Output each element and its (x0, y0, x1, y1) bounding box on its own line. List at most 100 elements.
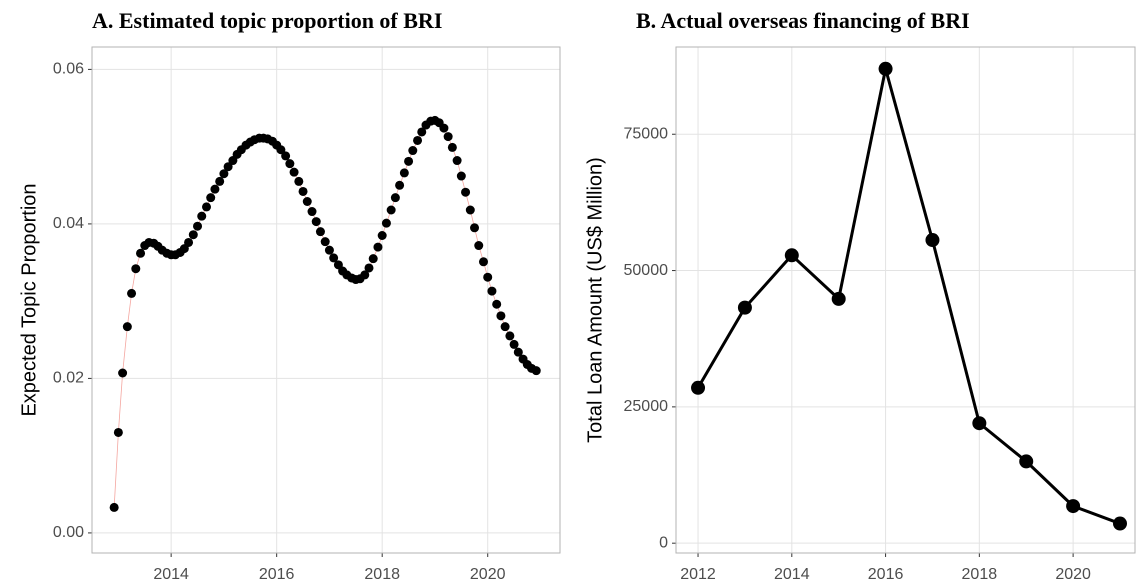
data-point (417, 127, 427, 137)
data-point (408, 146, 418, 156)
data-point (925, 233, 940, 248)
data-point (492, 299, 502, 309)
data-point (324, 245, 334, 255)
data-point (474, 241, 484, 251)
y-tick-label: 0.04 (53, 215, 84, 232)
data-point (531, 366, 541, 376)
y-tick-label: 0.02 (53, 370, 84, 387)
data-point (465, 205, 475, 215)
y-axis-label: Total Loan Amount (US$ Million) (584, 157, 606, 443)
data-point (461, 187, 471, 197)
data-point (470, 223, 480, 233)
data-point (184, 237, 194, 247)
data-point (509, 339, 519, 349)
chart-title: A. Estimated topic proportion of BRI (92, 8, 442, 33)
data-point (390, 193, 400, 203)
data-point (784, 248, 799, 263)
data-point (483, 272, 493, 282)
data-point (197, 211, 207, 221)
data-point (131, 264, 141, 274)
data-point (219, 169, 229, 179)
data-point (285, 159, 295, 169)
data-point (113, 427, 123, 437)
data-point (500, 322, 510, 332)
data-point (478, 257, 488, 267)
data-point (298, 186, 308, 196)
plot-border (675, 46, 1136, 554)
x-tick-label: 2012 (680, 566, 716, 583)
data-point (373, 242, 383, 252)
data-point (311, 217, 321, 227)
data-point (302, 197, 312, 207)
data-point (496, 311, 506, 321)
data-point (210, 184, 220, 194)
x-tick-label: 2016 (868, 566, 904, 583)
data-point (972, 416, 987, 431)
data-point (513, 347, 523, 357)
data-point (368, 254, 378, 264)
y-tick-label: 50000 (624, 262, 669, 279)
data-point (1112, 516, 1127, 531)
data-point (201, 202, 211, 212)
data-point (878, 61, 893, 76)
data-point (456, 171, 466, 181)
data-point (289, 167, 299, 177)
chart-title: B. Actual overseas financing of BRI (636, 8, 970, 33)
x-tick-label: 2020 (470, 566, 506, 583)
x-tick-label: 2018 (962, 566, 998, 583)
data-point (136, 248, 146, 258)
y-tick-label: 0 (659, 534, 668, 551)
data-point (360, 270, 370, 280)
x-tick-label: 2018 (364, 566, 400, 583)
y-tick-label: 0.06 (53, 61, 84, 78)
data-point (505, 331, 515, 341)
x-tick-label: 2016 (259, 566, 295, 583)
data-point (691, 380, 706, 395)
data-point (443, 132, 453, 142)
data-point (413, 135, 423, 145)
x-tick-label: 2014 (774, 566, 810, 583)
plot-background (676, 47, 1135, 553)
data-point (381, 218, 391, 228)
data-point (315, 227, 325, 237)
plot-background (92, 47, 560, 553)
data-point (281, 151, 291, 161)
data-point (193, 221, 203, 231)
data-point (404, 156, 414, 166)
data-point (487, 286, 497, 296)
data-line (696, 67, 1121, 525)
data-point (395, 180, 405, 190)
data-point (307, 207, 317, 217)
data-point (1019, 454, 1034, 469)
data-point (223, 162, 233, 172)
data-point (109, 502, 119, 512)
data-point (737, 300, 752, 315)
data-point (399, 168, 409, 178)
data-point (439, 123, 449, 133)
data-point (364, 263, 374, 273)
data-point (447, 142, 457, 152)
data-point (215, 176, 225, 186)
data-point (127, 288, 137, 298)
data-point (386, 205, 396, 215)
data-point (294, 176, 304, 186)
data-point (320, 237, 330, 247)
data-point (206, 193, 216, 203)
data-point (452, 156, 462, 166)
data-point (831, 291, 846, 306)
y-tick-label: 0.00 (53, 524, 84, 541)
y-tick-label: 25000 (624, 398, 669, 415)
data-point (377, 230, 387, 240)
y-tick-label: 75000 (624, 125, 669, 142)
plot-border (91, 46, 561, 554)
data-point (122, 322, 132, 332)
x-tick-label: 2014 (153, 566, 189, 583)
data-point (188, 230, 198, 240)
data-point (276, 145, 286, 155)
data-point (1066, 499, 1081, 514)
data-point (329, 253, 339, 263)
x-tick-label: 2020 (1055, 566, 1091, 583)
data-point (118, 368, 128, 378)
y-axis-label: Expected Topic Proportion (18, 183, 40, 416)
